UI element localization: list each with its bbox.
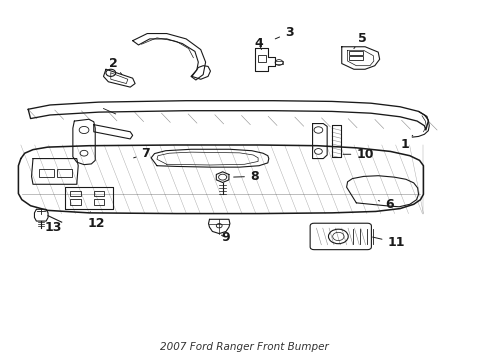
- Text: 4: 4: [254, 37, 263, 50]
- Text: 8: 8: [233, 170, 258, 183]
- Text: 7: 7: [133, 148, 150, 161]
- Bar: [348, 56, 362, 60]
- Text: 10: 10: [343, 148, 373, 161]
- Text: 13: 13: [41, 221, 61, 234]
- Text: 1: 1: [400, 135, 412, 151]
- Bar: [348, 51, 362, 55]
- Text: 2: 2: [109, 57, 122, 75]
- Text: 11: 11: [372, 236, 404, 249]
- Text: 9: 9: [221, 231, 229, 244]
- Bar: [258, 55, 265, 62]
- Bar: [94, 199, 104, 205]
- Bar: [70, 191, 81, 197]
- Bar: [70, 199, 81, 205]
- Bar: [94, 191, 104, 197]
- Text: 6: 6: [378, 198, 393, 211]
- Bar: [57, 169, 72, 177]
- Text: 5: 5: [353, 32, 366, 49]
- Text: 12: 12: [88, 212, 105, 230]
- Text: 3: 3: [275, 26, 293, 39]
- Bar: [39, 169, 54, 177]
- Text: 2007 Ford Ranger Front Bumper: 2007 Ford Ranger Front Bumper: [160, 342, 328, 352]
